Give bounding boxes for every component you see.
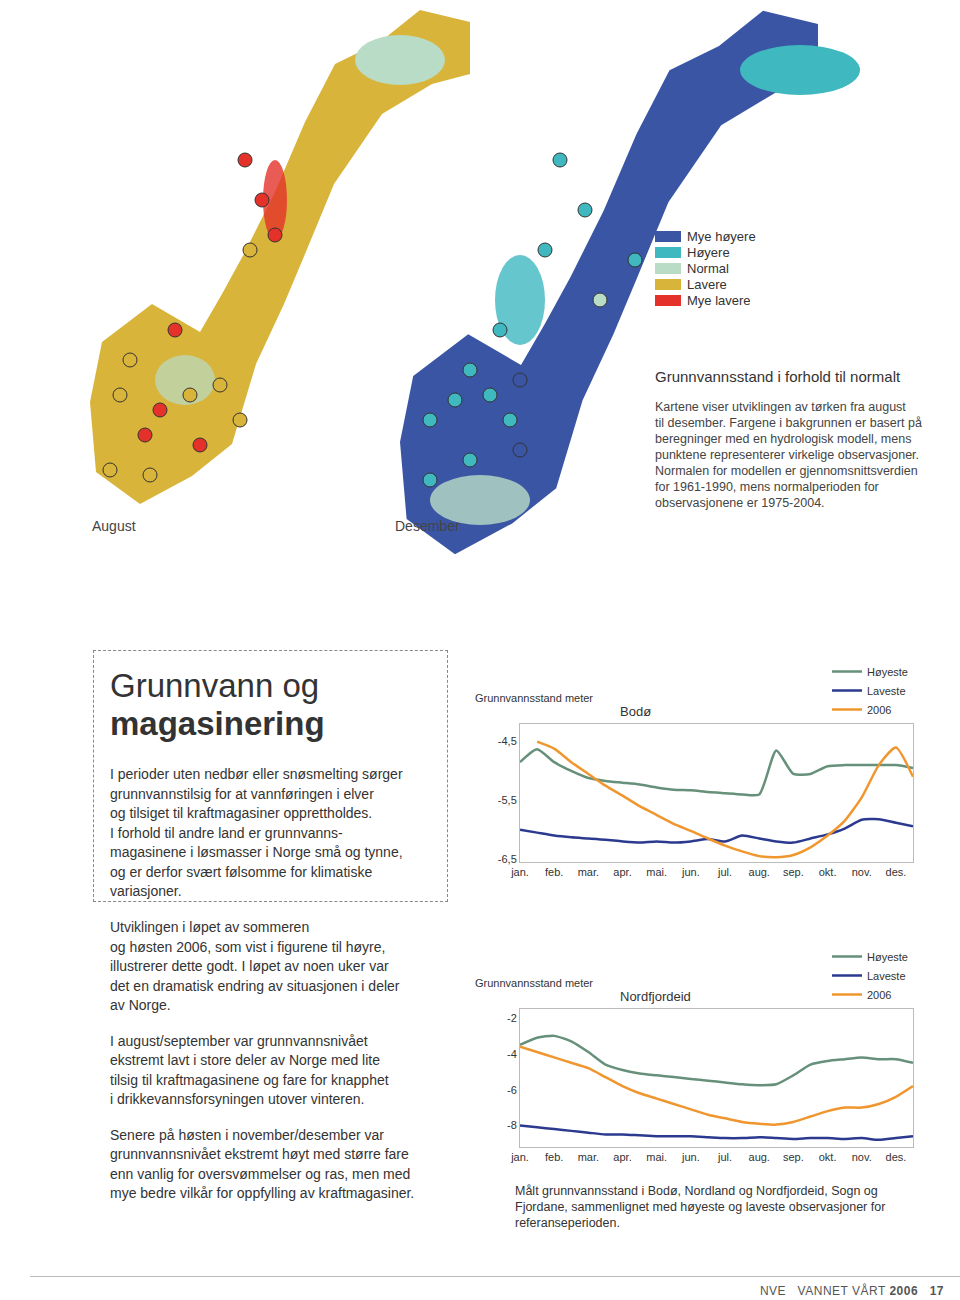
html-text:Målt grunnvannsstand i Bodø, N: Målt grunnvannsstand i Bodø, Nordland og… — [515, 1184, 878, 1198]
svg-text:-6: -6 — [507, 1084, 517, 1096]
html-text:av Norge.: av Norge. — [110, 997, 171, 1013]
svg-text:Høyeste: Høyeste — [867, 666, 908, 678]
svg-text:-2: -2 — [507, 1012, 517, 1024]
html-text:punktene representerer virkeli: punktene representerer virkelige observa… — [655, 448, 919, 462]
html-text:mye bedre vilkår for oppfyllin: mye bedre vilkår for oppfylling av kraft… — [110, 1185, 415, 1201]
svg-text:jul.: jul. — [717, 1151, 732, 1163]
svg-text:des.: des. — [886, 1151, 907, 1163]
svg-text:Høyeste: Høyeste — [867, 951, 908, 963]
svg-text:aug.: aug. — [749, 866, 770, 878]
svg-text:-4: -4 — [507, 1048, 517, 1060]
svg-text:Grunnvannsstand meter: Grunnvannsstand meter — [475, 977, 593, 989]
html-text:grunnvannstilsig for at vannfø: grunnvannstilsig for at vannføringen i e… — [110, 785, 374, 802]
svg-text:-6,5: -6,5 — [498, 853, 517, 865]
svg-text:sep.: sep. — [783, 866, 804, 878]
svg-text:jun.: jun. — [681, 1151, 700, 1163]
html-text:Kartene viser utviklingen av t: Kartene viser utviklingen av tørken fra … — [655, 400, 906, 414]
html-text:og tilsiget til kraftmagasiner: og tilsiget til kraftmagasiner opprettho… — [110, 805, 373, 821]
html-text:Mye høyere: Mye høyere — [687, 228, 756, 244]
html-text:i drikkevannsforsyningen utove: i drikkevannsforsyningen utover vinteren… — [110, 1091, 365, 1107]
svg-text:mar.: mar. — [578, 866, 599, 878]
svg-text:apr.: apr. — [613, 866, 631, 878]
html-text:Normal: Normal — [687, 260, 729, 276]
html-text:Utviklingen i løpet av sommere: Utviklingen i løpet av sommeren — [110, 919, 310, 935]
html-text:Mye lavere: Mye lavere — [687, 292, 751, 308]
html-text:Senere på høsten i november/de: Senere på høsten i november/desember var — [110, 1126, 384, 1143]
svg-text:nov.: nov. — [852, 866, 872, 878]
html-text:og høsten 2006, som vist i fig: og høsten 2006, som vist i figurene til … — [110, 938, 386, 955]
svg-text:2006: 2006 — [867, 704, 891, 716]
svg-text:-4,5: -4,5 — [498, 735, 517, 747]
svg-text:2006: 2006 — [867, 989, 891, 1001]
html-text:Høyere: Høyere — [687, 244, 730, 260]
svg-text:jan.: jan. — [510, 1151, 529, 1163]
html-text:ekstremt lavt i store deler av: ekstremt lavt i store deler av Norge med… — [110, 1052, 380, 1068]
svg-text:feb.: feb. — [545, 866, 563, 878]
html-text:til desember. Fargene i bakgru: til desember. Fargene i bakgrunnen er ba… — [655, 416, 922, 430]
html-text:enn vanlig for oversvømmelser: enn vanlig for oversvømmelser og ras, me… — [110, 1165, 411, 1182]
svg-text:mar.: mar. — [578, 1151, 599, 1163]
svg-text:Nordfjordeid: Nordfjordeid — [620, 989, 691, 1004]
html-text:magasinering: magasinering — [110, 705, 325, 742]
svg-text:jan.: jan. — [510, 866, 529, 878]
html-text:grunnvannsnivået ekstremt høyt: grunnvannsnivået ekstremt høyt med størr… — [110, 1146, 409, 1162]
svg-text:feb.: feb. — [545, 1151, 563, 1163]
html-text:I august/september var grunnva: I august/september var grunnvannsnivået — [110, 1032, 368, 1049]
svg-text:Bodø: Bodø — [620, 704, 651, 719]
html-text:Grunnvannsstand i forhold til: Grunnvannsstand i forhold til normalt — [655, 368, 901, 385]
svg-text:Grunnvannsstand meter: Grunnvannsstand meter — [475, 692, 593, 704]
html-text:for 1961-1990, mens normalperi: for 1961-1990, mens normalperioden for — [655, 480, 879, 494]
html-text:og er derfor svært følsomme fo: og er derfor svært følsomme for klimatis… — [110, 863, 373, 880]
svg-text:jul.: jul. — [717, 866, 732, 878]
html-text:beregninger med en hydrologisk: beregninger med en hydrologisk modell, m… — [655, 432, 912, 446]
svg-text:jun.: jun. — [681, 866, 700, 878]
html-text:August: August — [92, 518, 136, 534]
svg-text:-5,5: -5,5 — [498, 794, 517, 806]
svg-text:mai.: mai. — [646, 1151, 667, 1163]
html-text:observasjonene er 1975-2004.: observasjonene er 1975-2004. — [655, 496, 825, 510]
html-text:illustrerer dette godt. I løpe: illustrerer dette godt. I løpet av noen … — [110, 958, 389, 974]
html-text:Normalen for modellen er gjenn: Normalen for modellen er gjennomsnittsve… — [655, 464, 918, 478]
html-text:Fjordane, sammenlignet med høy: Fjordane, sammenlignet med høyeste og la… — [515, 1200, 886, 1214]
svg-text:okt.: okt. — [819, 866, 837, 878]
svg-text:apr.: apr. — [613, 1151, 631, 1163]
svg-text:mai.: mai. — [646, 866, 667, 878]
svg-text:okt.: okt. — [819, 1151, 837, 1163]
html-text:Grunnvann og: Grunnvann og — [110, 667, 320, 704]
svg-text:des.: des. — [886, 866, 907, 878]
html-text:referanseperioden.: referanseperioden. — [515, 1216, 620, 1230]
svg-text:nov.: nov. — [852, 1151, 872, 1163]
html-text:Lavere: Lavere — [687, 276, 727, 292]
svg-text:Laveste: Laveste — [867, 970, 906, 982]
html-text:tilsig til kraftmagasinene og: tilsig til kraftmagasinene og fare for k… — [110, 1071, 389, 1088]
html-text:NVE VANNET VÅRT 2006: NVE VANNET VÅRT 2006 — [759, 1284, 919, 1298]
svg-text:Laveste: Laveste — [867, 685, 906, 697]
html-text:magasinene i løsmasser i Norge: magasinene i løsmasser i Norge små og ty… — [110, 844, 403, 860]
html-text:det en dramatisk endring av si: det en dramatisk endring av situasjonen … — [110, 977, 400, 994]
html-text:I forhold til andre land er gr: I forhold til andre land er grunnvanns- — [110, 824, 343, 841]
svg-text:aug.: aug. — [749, 1151, 770, 1163]
svg-text:-8: -8 — [507, 1119, 517, 1131]
html-text:17: 17 — [929, 1284, 944, 1298]
html-text:I perioder uten nedbør eller s: I perioder uten nedbør eller snøsmelting… — [110, 766, 403, 782]
svg-text:sep.: sep. — [783, 1151, 804, 1163]
html-text:variasjoner.: variasjoner. — [110, 883, 182, 899]
html-text:Desember: Desember — [395, 518, 460, 534]
